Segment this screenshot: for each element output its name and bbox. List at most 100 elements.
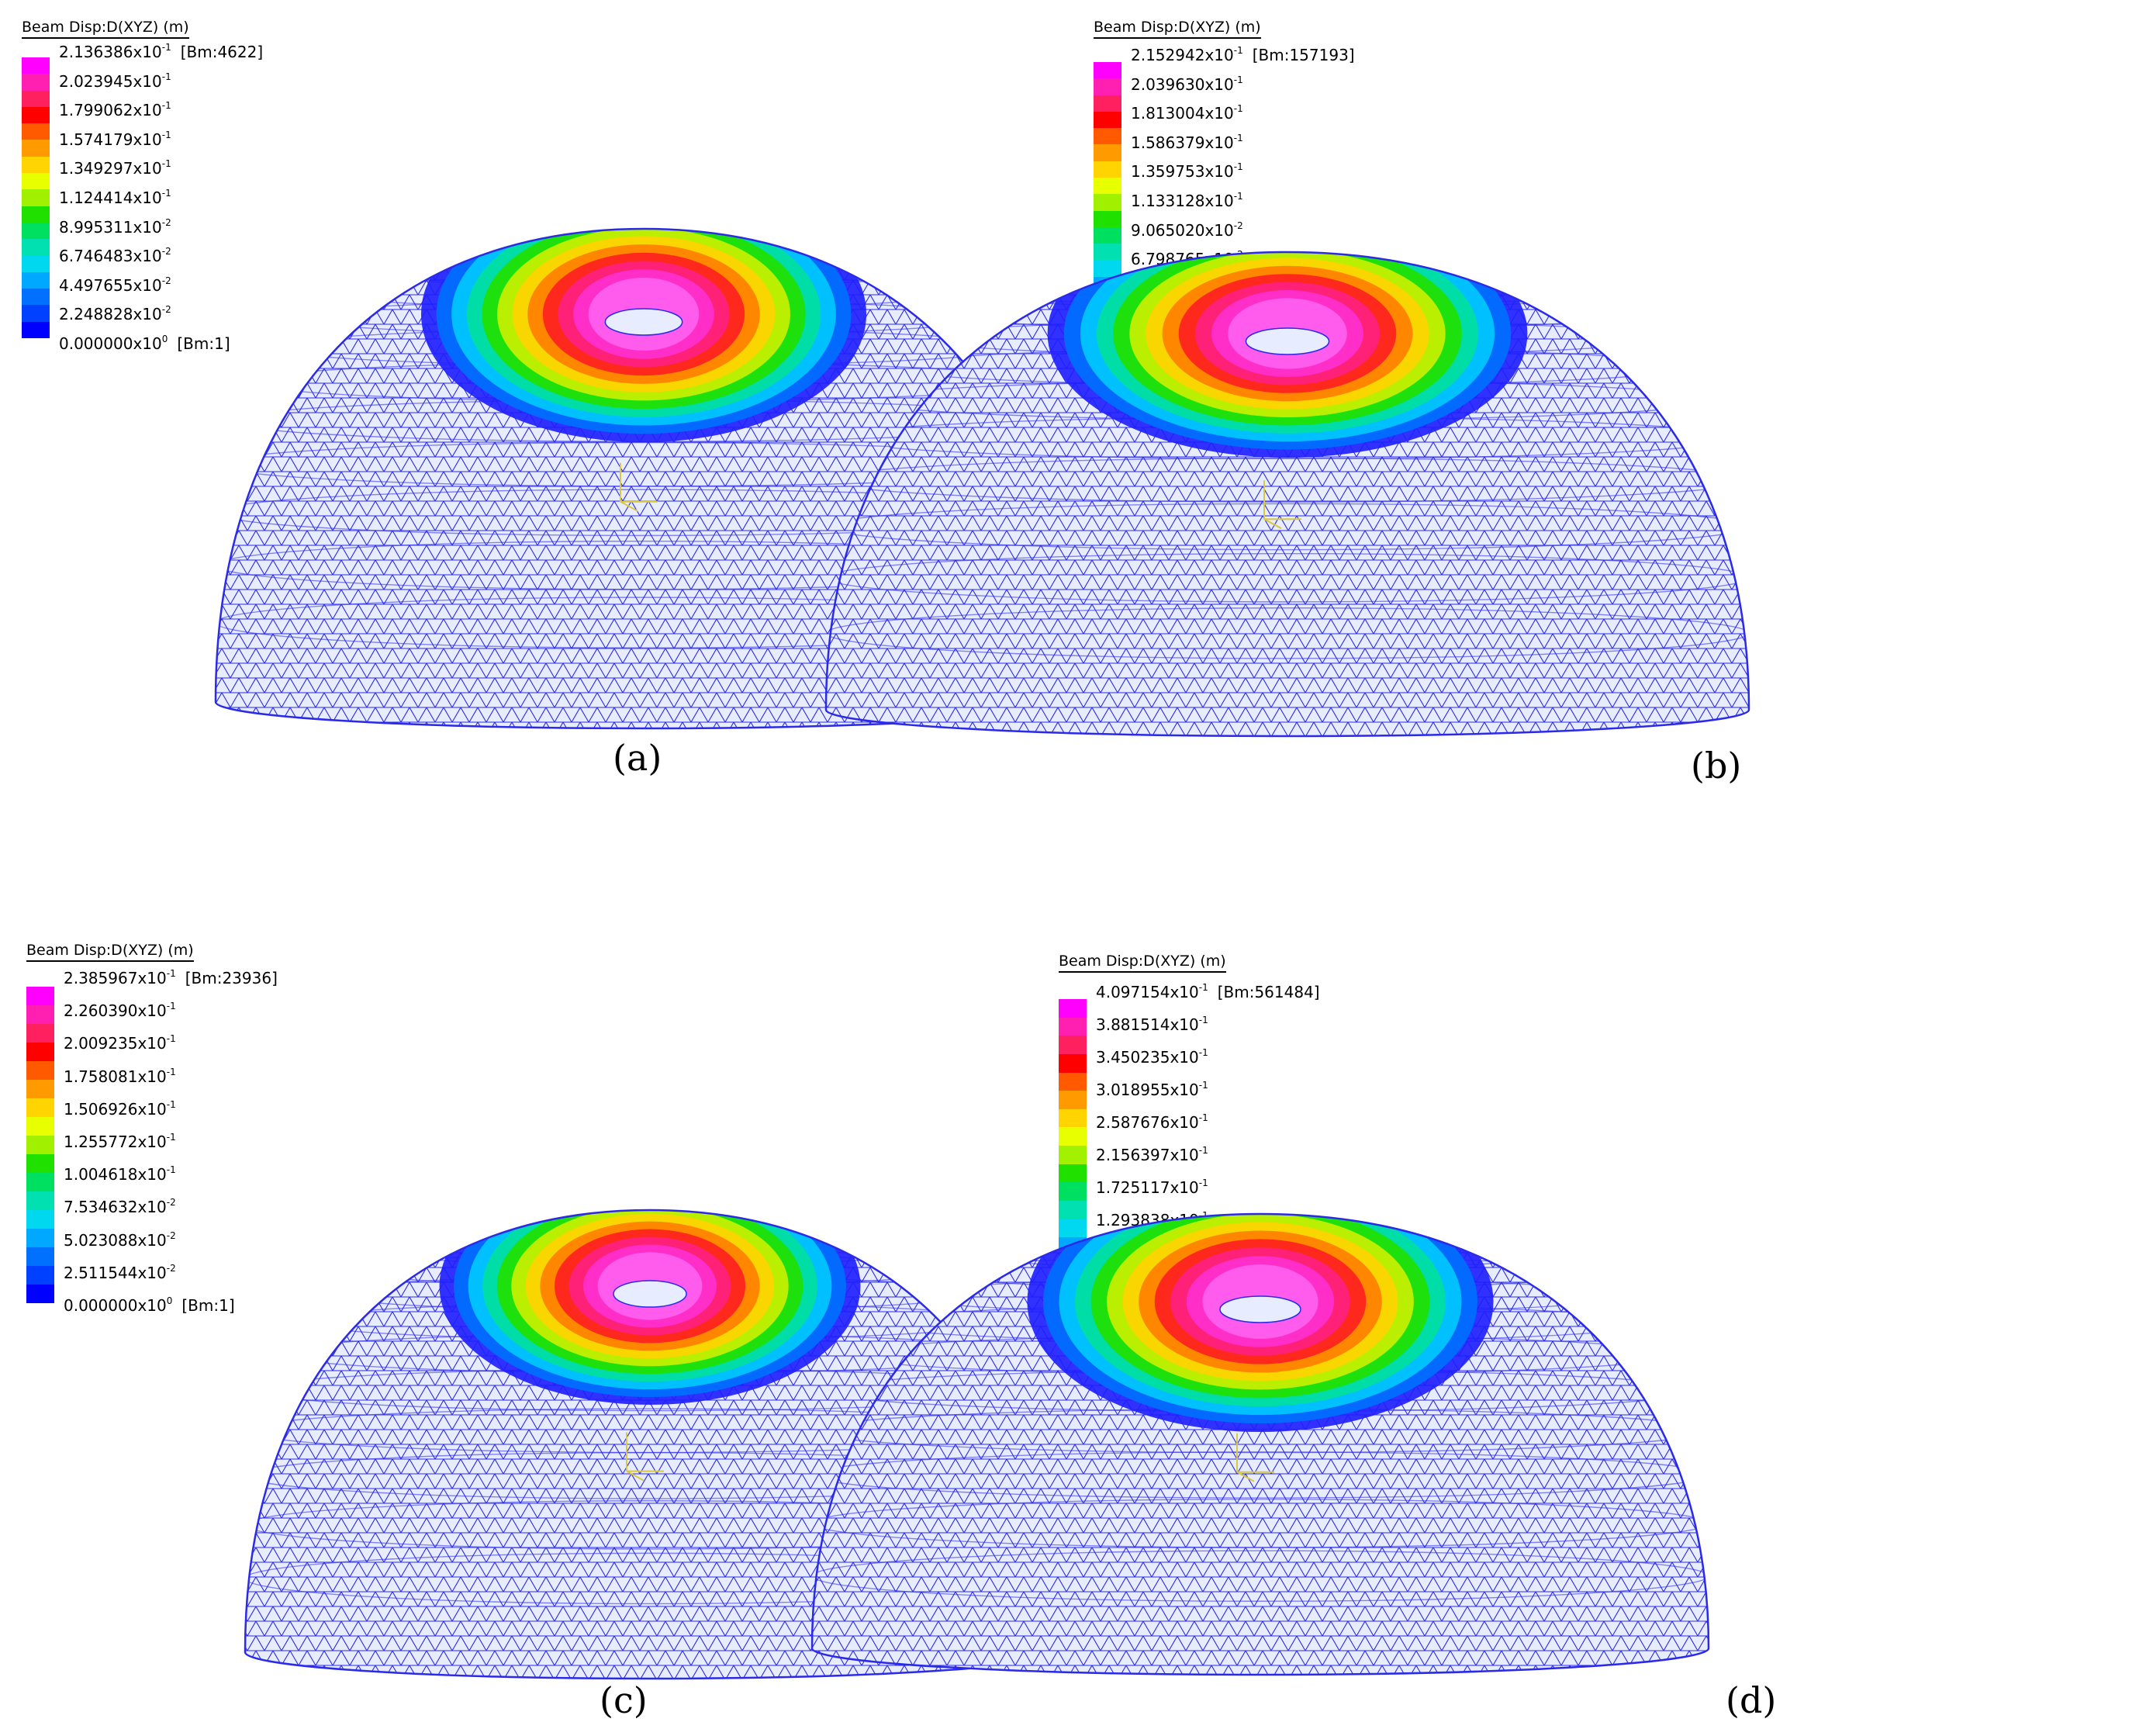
tick-exponent: -1 xyxy=(166,1066,176,1077)
tick-exponent: -1 xyxy=(1233,74,1243,85)
tick-exponent: -1 xyxy=(1198,1145,1208,1156)
legend-color-swatch xyxy=(22,288,50,306)
tick-exponent: -2 xyxy=(161,304,171,316)
legend-tick-label: 1.255772x10-1 xyxy=(64,1133,176,1150)
legend-tick-label: 0.000000x100 [Bm:1] xyxy=(64,1296,235,1314)
tick-exponent: -2 xyxy=(166,1197,176,1209)
tick-mantissa: 2.511544 xyxy=(64,1263,138,1282)
apex-opening xyxy=(613,1280,687,1308)
tick-times-ten: x10 xyxy=(1204,162,1234,182)
legend-tick-label: 9.065020x10-2 xyxy=(1131,220,1243,240)
tick-times-ten: x10 xyxy=(133,275,162,295)
legend-tick-label: 2.385967x10-1 [Bm:23936] xyxy=(64,969,278,987)
tick-mantissa: 2.260390 xyxy=(64,1001,138,1021)
tick-exponent: -1 xyxy=(1198,1047,1208,1058)
legend-tick-label: 2.009235x10-1 xyxy=(64,1034,176,1052)
tick-times-ten: x10 xyxy=(133,305,162,324)
legend-tick-label: 2.587676x10-1 xyxy=(1096,1113,1208,1132)
tick-exponent: -1 xyxy=(1198,1015,1208,1025)
tick-beam-id: [Bm:23936] xyxy=(185,969,278,987)
dome-outline xyxy=(824,251,1750,738)
tick-times-ten: x10 xyxy=(137,1001,167,1021)
legend-tick-label: 1.359753x10-1 xyxy=(1131,162,1243,182)
legend-tick-label: 3.018955x10-1 xyxy=(1096,1081,1208,1098)
apex-opening xyxy=(1219,1295,1301,1323)
tick-times-ten: x10 xyxy=(137,1067,167,1086)
tick-times-ten: x10 xyxy=(1170,1146,1199,1164)
tick-mantissa: 2.039630 xyxy=(1131,74,1205,94)
tick-exponent: -2 xyxy=(161,216,171,228)
legend-color-swatch xyxy=(1059,1146,1087,1164)
tick-exponent: -1 xyxy=(166,1132,176,1143)
apex-opening xyxy=(1245,327,1330,355)
tick-mantissa: 1.004618 xyxy=(64,1165,138,1184)
legend-color-swatch xyxy=(1094,62,1121,79)
legend-color-swatch xyxy=(26,1191,54,1210)
tick-times-ten: x10 xyxy=(1170,1113,1199,1132)
tick-mantissa: 4.097154 xyxy=(1096,983,1170,1001)
tick-mantissa: 1.758081 xyxy=(64,1067,138,1086)
tick-mantissa: 3.450235 xyxy=(1096,1048,1170,1067)
legend-title: Beam Disp:D(XYZ) (m) xyxy=(22,19,189,39)
legend-title: Beam Disp:D(XYZ) (m) xyxy=(26,942,194,962)
tick-mantissa: 6.746483 xyxy=(59,247,133,266)
tick-exponent: -2 xyxy=(166,1262,176,1274)
tick-exponent: 0 xyxy=(161,334,168,344)
legend-tick-label: 1.758081x10-1 xyxy=(64,1066,176,1086)
legend-color-bar xyxy=(26,987,54,1303)
tick-mantissa: 2.136386 xyxy=(59,43,133,61)
tick-exponent: -1 xyxy=(1198,1178,1208,1188)
mesh-ring xyxy=(216,597,1072,648)
mesh-ring xyxy=(826,553,1749,603)
legend-color-swatch xyxy=(1059,1036,1087,1054)
mesh-ring xyxy=(245,1451,1055,1499)
legend-color-swatch xyxy=(26,1210,54,1229)
legend-color-swatch xyxy=(22,321,50,338)
tick-mantissa: 1.574179 xyxy=(59,130,133,149)
tick-mantissa: 1.586379 xyxy=(1131,133,1205,152)
legend-color-swatch xyxy=(22,172,50,190)
tick-exponent: -2 xyxy=(166,1229,176,1241)
tick-times-ten: x10 xyxy=(1204,220,1234,240)
legend-color-swatch xyxy=(22,305,50,322)
tick-mantissa: 1.133128 xyxy=(1131,192,1205,210)
tick-times-ten: x10 xyxy=(133,159,162,178)
tick-times-ten: x10 xyxy=(1170,1178,1199,1197)
legend-color-swatch xyxy=(22,156,50,173)
tick-mantissa: 1.506926 xyxy=(64,1099,138,1119)
tick-mantissa: 1.813004 xyxy=(1131,104,1205,123)
tick-times-ten: x10 xyxy=(133,71,162,91)
legend-color-swatch xyxy=(1059,1091,1087,1109)
tick-mantissa: 1.799062 xyxy=(59,101,133,120)
dome-mesh-body xyxy=(826,252,1749,736)
tick-exponent: -1 xyxy=(1233,191,1243,202)
legend-color-swatch xyxy=(22,57,50,74)
legend-color-swatch xyxy=(26,1080,54,1098)
legend-color-swatch xyxy=(1059,999,1087,1018)
tick-times-ten: x10 xyxy=(1170,983,1199,1001)
panel-caption: (b) xyxy=(1691,745,1742,787)
legend-tick-label: 1.124414x10-1 xyxy=(59,188,171,207)
legend-color-swatch xyxy=(22,239,50,256)
tick-times-ten: x10 xyxy=(133,130,162,149)
legend-tick-label: 3.450235x10-1 xyxy=(1096,1047,1208,1067)
tick-exponent: -1 xyxy=(166,1164,176,1176)
legend-color-swatch xyxy=(22,140,50,157)
tick-exponent: -1 xyxy=(166,1001,176,1012)
legend-tick-label: 2.156397x10-1 xyxy=(1096,1146,1208,1164)
tick-mantissa: 0.000000 xyxy=(59,334,133,353)
legend-color-swatch xyxy=(22,106,50,124)
legend-tick-label: 1.813004x10-1 xyxy=(1131,104,1243,123)
legend-color-swatch xyxy=(26,1173,54,1191)
tick-mantissa: 1.124414 xyxy=(59,188,133,207)
legend-color-swatch xyxy=(1094,194,1121,211)
legend-tick-label: 8.995311x10-2 xyxy=(59,216,171,236)
tick-mantissa: 2.385967 xyxy=(64,969,138,987)
legend-color-swatch xyxy=(1059,1127,1087,1146)
tick-mantissa: 1.255772 xyxy=(64,1133,138,1151)
legend-color-swatch xyxy=(1059,1017,1087,1036)
tick-mantissa: 1.349297 xyxy=(59,159,133,178)
legend-color-swatch xyxy=(22,206,50,223)
legend-color-swatch xyxy=(22,222,50,240)
